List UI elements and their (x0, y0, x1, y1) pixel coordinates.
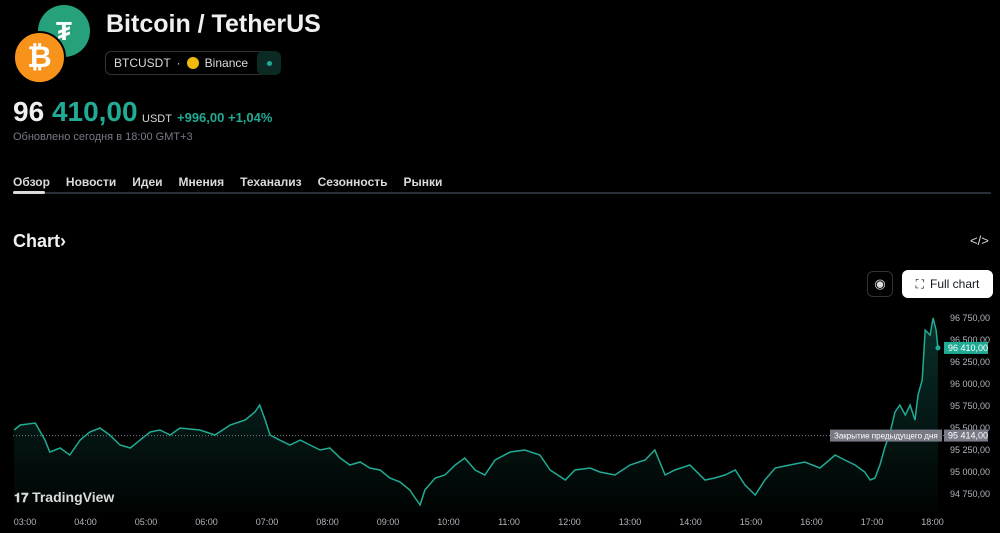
camera-button[interactable]: ◉ (867, 271, 893, 297)
status-dot-icon (266, 60, 272, 66)
x-tick-label: 03:00 (14, 517, 37, 527)
prev-close-price-tag (944, 429, 988, 442)
price-decimal: 410,00 (51, 96, 138, 127)
tab-seasonals[interactable]: Сезонность (317, 175, 388, 189)
x-tick-label: 07:00 (256, 517, 279, 527)
tab-overview[interactable]: Обзор (13, 175, 50, 189)
full-chart-label: Full chart (930, 277, 980, 291)
chart-heading[interactable]: Chart› (13, 231, 66, 252)
price-integer: 96 (13, 96, 45, 127)
price: 96 410,00 (13, 96, 138, 128)
tab-divider (13, 192, 991, 194)
change-pct: +1,04% (227, 110, 273, 125)
chevron-right-icon: › (60, 231, 67, 251)
prev-close-price-label: 95 414,00 (948, 431, 988, 441)
x-tick-label: 04:00 (74, 517, 97, 527)
bitcoin-logo: ₿ (13, 31, 66, 84)
embed-code-icon[interactable]: </> (970, 233, 989, 248)
y-tick-label: 95 250,00 (950, 445, 990, 455)
last-price-tag (944, 341, 988, 354)
tab-bar: Обзор Новости Идеи Мнения Теханализ Сезо… (13, 175, 442, 189)
tab-ideas[interactable]: Идеи (132, 175, 163, 189)
y-tick-label: 95 500,00 (950, 423, 990, 433)
prev-close-text: Закрытие предыдущего дня (834, 432, 938, 441)
price-change: +996,00 +1,04% (177, 110, 272, 125)
tab-technicals[interactable]: Теханализ (240, 175, 302, 189)
updated-text: Обновлено сегодня в 18:00 GMT+3 (13, 131, 193, 143)
active-tab-indicator (13, 191, 45, 194)
x-tick-label: 14:00 (679, 517, 702, 527)
chart-title: Chart (13, 231, 61, 251)
bitcoin-glyph: ₿ (27, 40, 52, 74)
fullscreen-icon: ⛶ (915, 276, 925, 291)
y-tick-label: 96 500,00 (950, 335, 990, 345)
price-line (13, 317, 939, 507)
x-tick-label: 11:00 (498, 517, 520, 527)
x-tick-label: 13:00 (619, 517, 642, 527)
tab-news[interactable]: Новости (65, 175, 117, 189)
x-tick-label: 18:00 (921, 517, 944, 527)
separator: · (176, 56, 181, 70)
y-tick-label: 95 000,00 (950, 467, 990, 477)
binance-icon (186, 57, 199, 69)
tab-opinions[interactable]: Мнения (178, 175, 225, 189)
x-tick-label: 15:00 (740, 517, 763, 527)
x-tick-label: 10:00 (437, 517, 460, 527)
change-abs: +996,00 (177, 110, 225, 125)
exchange-label: Binance (204, 56, 249, 70)
y-tick-label: 94 750,00 (950, 489, 990, 499)
y-tick-label: 96 250,00 (950, 357, 990, 367)
full-chart-button[interactable]: ⛶ Full chart (902, 270, 993, 298)
last-price-dot (935, 345, 941, 351)
last-price-label: 96 410,00 (948, 343, 988, 353)
x-tick-label: 12:00 (558, 517, 581, 527)
market-status-button[interactable] (257, 51, 281, 75)
y-tick-label: 95 750,00 (950, 401, 990, 411)
prev-close-tag (830, 429, 942, 442)
y-tick-label: 96 750,00 (950, 313, 990, 323)
price-area-fill (14, 318, 938, 512)
y-tick-label: 96 000,00 (950, 379, 990, 389)
x-tick-label: 09:00 (377, 517, 400, 527)
page-title: Bitcoin / TetherUS (106, 10, 321, 38)
x-tick-label: 05:00 (135, 517, 158, 527)
tradingview-brand: TradingView (32, 489, 115, 505)
tether-glyph: ₮ (56, 15, 72, 46)
tradingview-logo: 𝟏𝟕 TradingView (14, 489, 114, 506)
x-tick-label: 16:00 (800, 517, 823, 527)
symbol-label: BTCUSDT (114, 56, 171, 70)
x-tick-label: 08:00 (316, 517, 339, 527)
camera-icon: ◉ (874, 276, 886, 291)
currency: USDT (142, 113, 172, 125)
tab-markets[interactable]: Рынки (403, 175, 443, 189)
tradingview-icon: 𝟏𝟕 (14, 490, 33, 505)
x-tick-label: 17:00 (861, 517, 884, 527)
x-tick-label: 06:00 (195, 517, 218, 527)
